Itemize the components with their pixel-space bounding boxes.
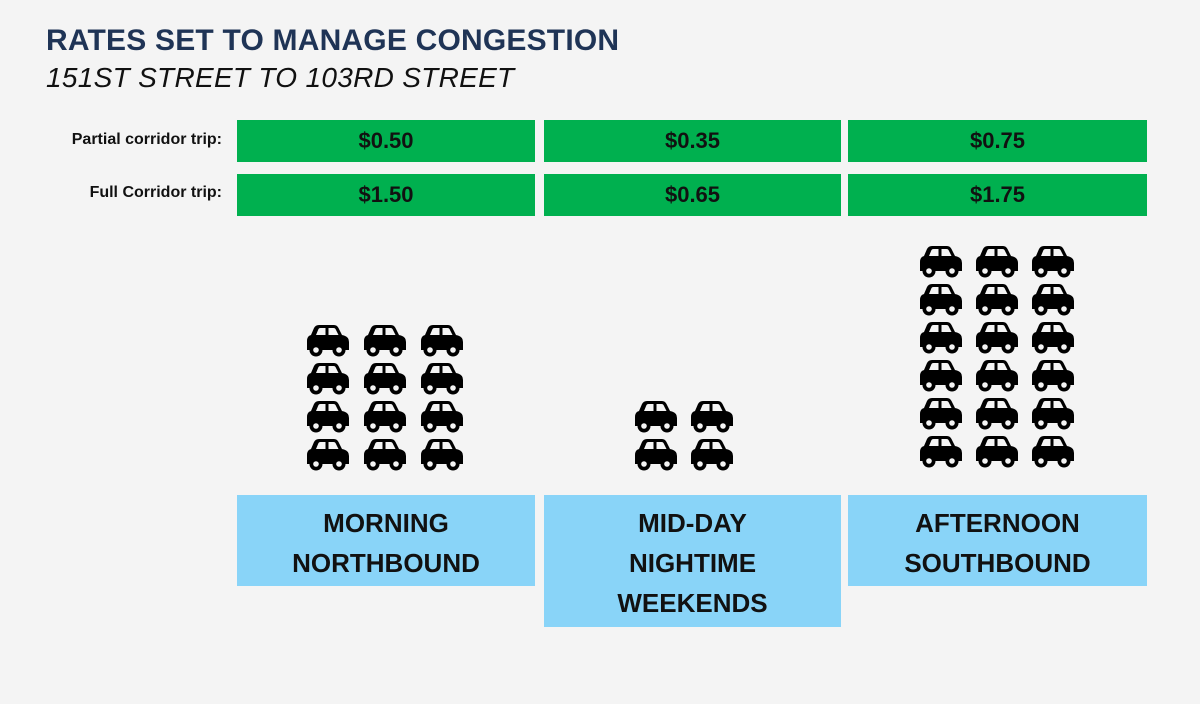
car-icon <box>972 319 1020 355</box>
car-icon <box>916 281 964 317</box>
car-icon <box>1028 433 1076 469</box>
car-icon <box>417 398 465 434</box>
page-title: RATES SET TO MANAGE CONGESTION <box>46 24 620 57</box>
period-line-1: AFTERNOON <box>915 508 1080 538</box>
rate-afternoon-full: $1.75 <box>848 174 1147 216</box>
car-icon <box>303 360 351 396</box>
period-line-2: NIGHTIME <box>628 548 757 578</box>
car-icon <box>1028 319 1076 355</box>
car-icon <box>417 436 465 472</box>
car-icon <box>1028 243 1076 279</box>
car-icon <box>417 322 465 358</box>
car-icon <box>360 398 408 434</box>
rate-afternoon-partial: $0.75 <box>848 120 1147 162</box>
period-line-1: MID-DAY <box>638 508 747 538</box>
car-icon <box>360 322 408 358</box>
rate-midday-full: $0.65 <box>544 174 841 216</box>
car-icon <box>631 436 679 472</box>
car-icon <box>972 433 1020 469</box>
full-trip-label: Full Corridor trip: <box>89 184 222 201</box>
car-icon <box>916 319 964 355</box>
partial-trip-label: Partial corridor trip: <box>71 131 222 148</box>
car-icon <box>916 433 964 469</box>
midday-traffic-cars <box>631 398 743 474</box>
period-line-2: NORTHBOUND <box>292 548 480 578</box>
rate-morning-full: $1.50 <box>237 174 535 216</box>
afternoon-traffic-cars <box>916 243 1084 471</box>
car-icon <box>303 398 351 434</box>
car-icon <box>360 436 408 472</box>
period-line-2: SOUTHBOUND <box>904 548 1091 578</box>
car-icon <box>1028 357 1076 393</box>
period-line-1: MORNING <box>323 508 449 538</box>
car-icon <box>303 322 351 358</box>
car-icon <box>687 398 735 434</box>
car-icon <box>916 357 964 393</box>
car-icon <box>687 436 735 472</box>
car-icon <box>1028 395 1076 431</box>
car-icon <box>972 281 1020 317</box>
period-midday-nighttime-weekends: MID-DAY NIGHTIME WEEKENDS <box>544 495 841 627</box>
car-icon <box>631 398 679 434</box>
car-icon <box>360 360 408 396</box>
rate-midday-partial: $0.35 <box>544 120 841 162</box>
car-icon <box>916 395 964 431</box>
car-icon <box>303 436 351 472</box>
morning-traffic-cars <box>303 322 474 474</box>
rate-morning-partial: $0.50 <box>237 120 535 162</box>
page-subtitle: 151ST STREET TO 103RD STREET <box>46 62 515 93</box>
period-afternoon-southbound: AFTERNOON SOUTHBOUND <box>848 495 1147 586</box>
car-icon <box>972 395 1020 431</box>
period-morning-northbound: MORNING NORTHBOUND <box>237 495 535 586</box>
period-line-3: WEEKENDS <box>617 588 768 618</box>
car-icon <box>1028 281 1076 317</box>
car-icon <box>916 243 964 279</box>
car-icon <box>972 243 1020 279</box>
car-icon <box>972 357 1020 393</box>
car-icon <box>417 360 465 396</box>
